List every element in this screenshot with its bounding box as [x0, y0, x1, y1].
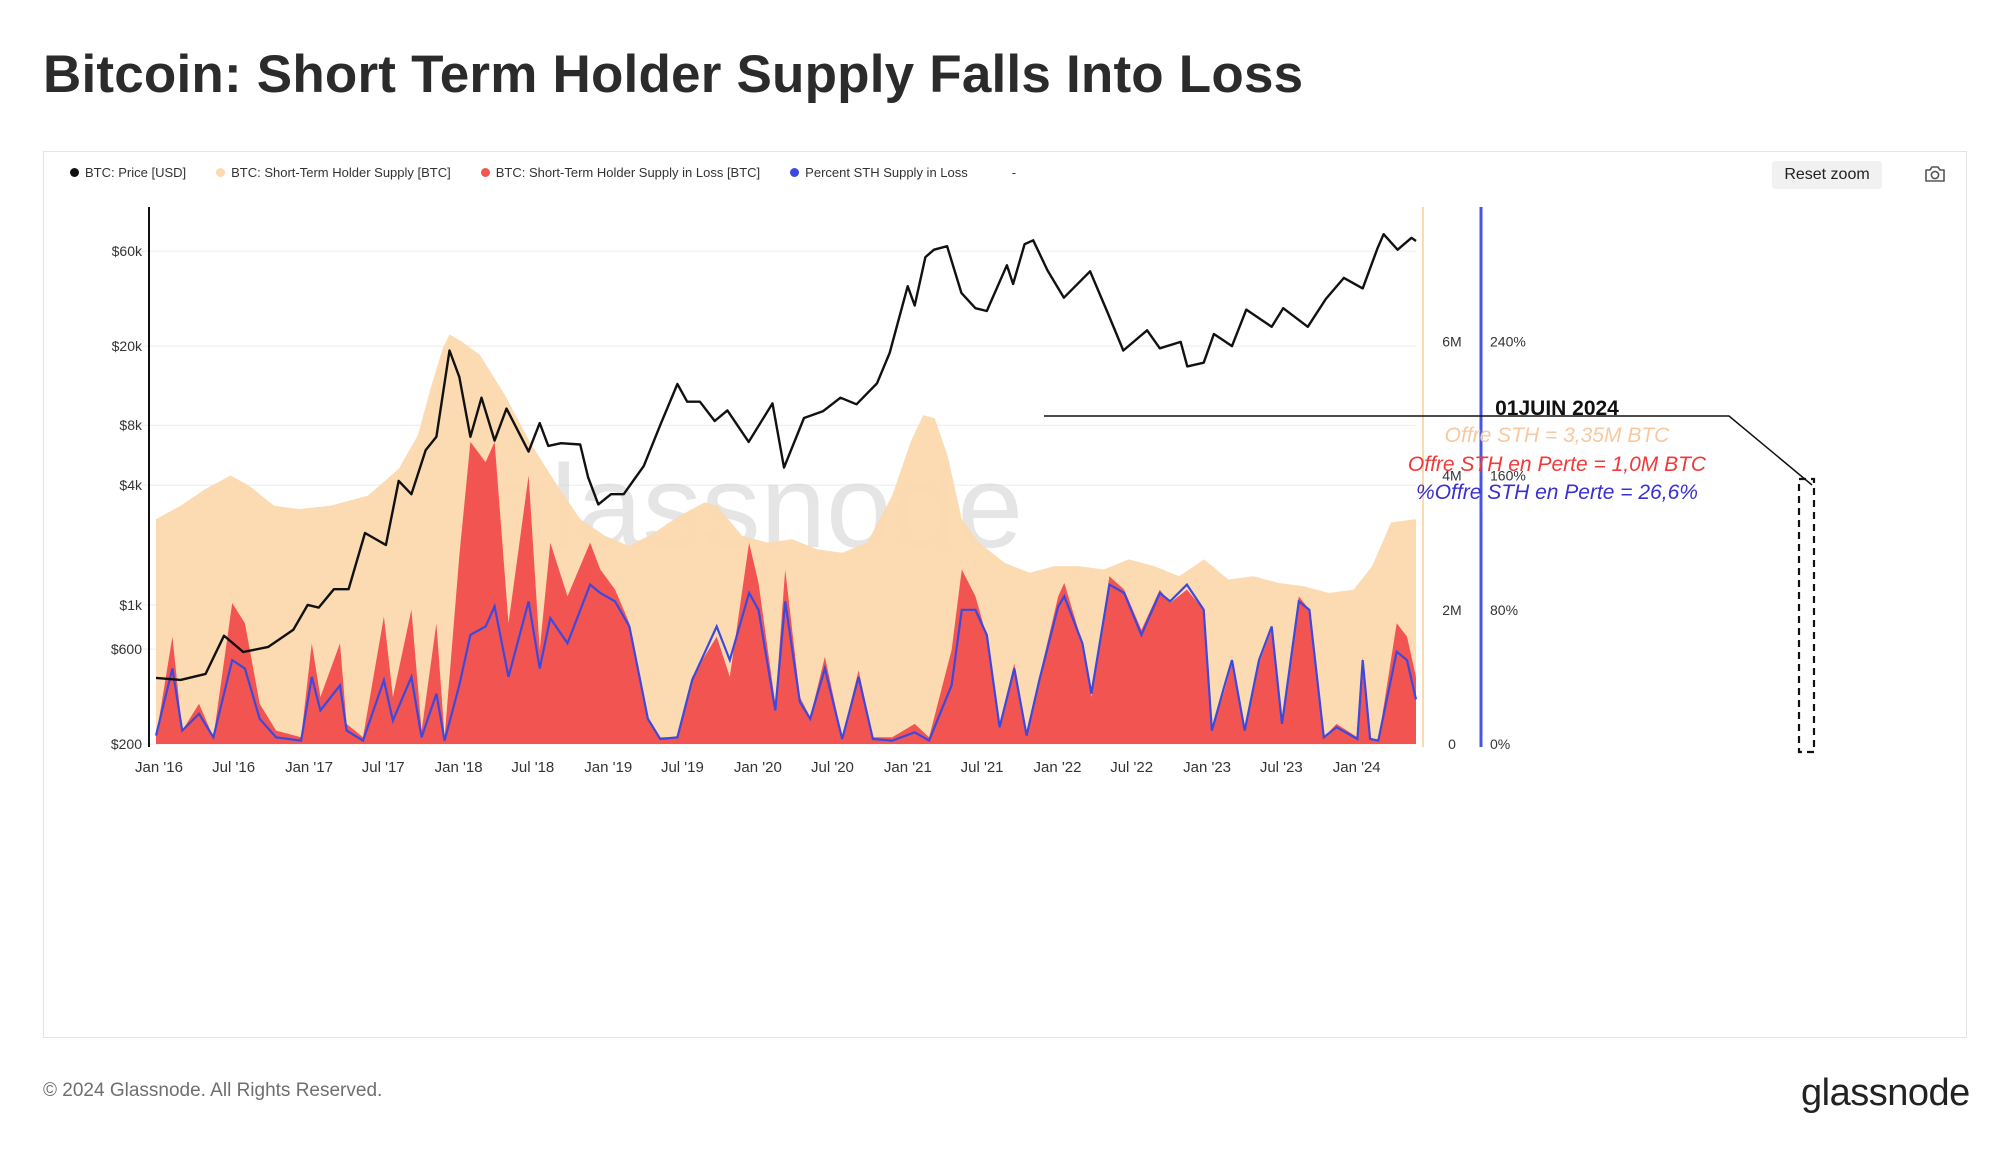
price-tick-label: $600	[111, 641, 142, 657]
chart-legend: BTC: Price [USD] BTC: Short-Term Holder …	[70, 165, 1016, 180]
series-area-sth-loss	[156, 441, 1416, 744]
footer-copyright: © 2024 Glassnode. All Rights Reserved.	[43, 1080, 383, 1101]
legend-label-sth-loss: BTC: Short-Term Holder Supply in Loss [B…	[495, 165, 761, 180]
legend-label-sth-supply: BTC: Short-Term Holder Supply [BTC]	[231, 165, 451, 180]
legend-marker-sth-loss	[480, 168, 490, 177]
percent-tick-label: 0%	[1490, 736, 1510, 752]
series-line-price	[155, 233, 1417, 682]
legend-item-sth-supply[interactable]: BTC: Short-Term Holder Supply [BTC]	[216, 165, 451, 180]
percent-tick-label: 80%	[1490, 602, 1518, 618]
page-title: Bitcoin: Short Term Holder Supply Falls …	[43, 45, 1304, 104]
supply-tick-label: 2M	[1442, 602, 1461, 618]
percent-tick-label: 160%	[1490, 468, 1526, 484]
legend-item-price[interactable]: BTC: Price [USD]	[70, 165, 186, 180]
x-tick-label: Jan '19	[584, 759, 632, 776]
footer-brand-logo: glassnode	[1801, 1072, 1970, 1114]
annotation-date-marker	[1797, 477, 1816, 754]
legend-label-price: BTC: Price [USD]	[85, 165, 187, 180]
price-tick-label: $8k	[119, 417, 143, 433]
annotation-date: 01JUIN 2024	[1495, 397, 1619, 420]
x-tick-label: Jul '19	[661, 759, 704, 776]
legend-item-percent-loss[interactable]: Percent STH Supply in Loss	[790, 165, 968, 180]
annotation-sth-loss: Offre STH en Perte = 1,0M BTC	[1408, 453, 1707, 476]
x-tick-label: Jul '16	[212, 759, 255, 776]
supply-tick-label: 0	[1448, 736, 1456, 752]
legend-item-sth-loss[interactable]: BTC: Short-Term Holder Supply in Loss [B…	[480, 165, 761, 180]
legend-extra[interactable]: -	[1011, 165, 1017, 180]
reset-zoom-button[interactable]: Reset zoom	[1772, 161, 1882, 189]
price-tick-label: $1k	[119, 597, 143, 613]
annotation-percent-loss: %Offre STH en Perte = 26,6%	[1416, 481, 1698, 504]
legend-label-percent-loss: Percent STH Supply in Loss	[805, 165, 968, 180]
x-tick-label: Jan '24	[1333, 759, 1381, 776]
annotation-leader-line	[1044, 415, 1813, 486]
legend-marker-percent-loss	[790, 168, 800, 177]
percent-tick-label: 240%	[1490, 333, 1526, 349]
x-tick-label: Jan '22	[1034, 759, 1082, 776]
x-tick-label: Jul '22	[1110, 759, 1153, 776]
price-tick-label: $20k	[112, 338, 143, 354]
price-tick-label: $200	[111, 736, 142, 752]
price-tick-label: $60k	[112, 243, 143, 259]
price-tick-label: $4k	[119, 477, 143, 493]
x-tick-label: Jul '17	[362, 759, 405, 776]
legend-marker-price	[70, 168, 79, 177]
camera-icon[interactable]	[1924, 165, 1946, 183]
x-tick-label: Jan '16	[135, 759, 183, 776]
supply-tick-label: 4M	[1442, 468, 1461, 484]
x-tick-label: Jan '17	[285, 759, 333, 776]
x-tick-label: Jul '21	[961, 759, 1004, 776]
chart-plot: glassnode$200$600$1k$4k$8k$20k$60k02M4M6…	[111, 207, 1816, 776]
legend-marker-sth-supply	[216, 168, 226, 177]
series-line-percent-loss	[154, 582, 1418, 743]
chart-container: BTC: Price [USD] BTC: Short-Term Holder …	[43, 151, 1967, 1038]
supply-tick-label: 6M	[1442, 333, 1461, 349]
annotation-sth-supply: Offre STH = 3,35M BTC	[1445, 424, 1670, 447]
x-tick-label: Jul '20	[811, 759, 854, 776]
x-tick-label: Jan '23	[1183, 759, 1231, 776]
x-tick-label: Jan '21	[884, 759, 932, 776]
x-tick-label: Jan '20	[734, 759, 782, 776]
x-tick-label: Jul '23	[1260, 759, 1303, 776]
x-tick-label: Jan '18	[435, 759, 483, 776]
x-tick-label: Jul '18	[511, 759, 554, 776]
